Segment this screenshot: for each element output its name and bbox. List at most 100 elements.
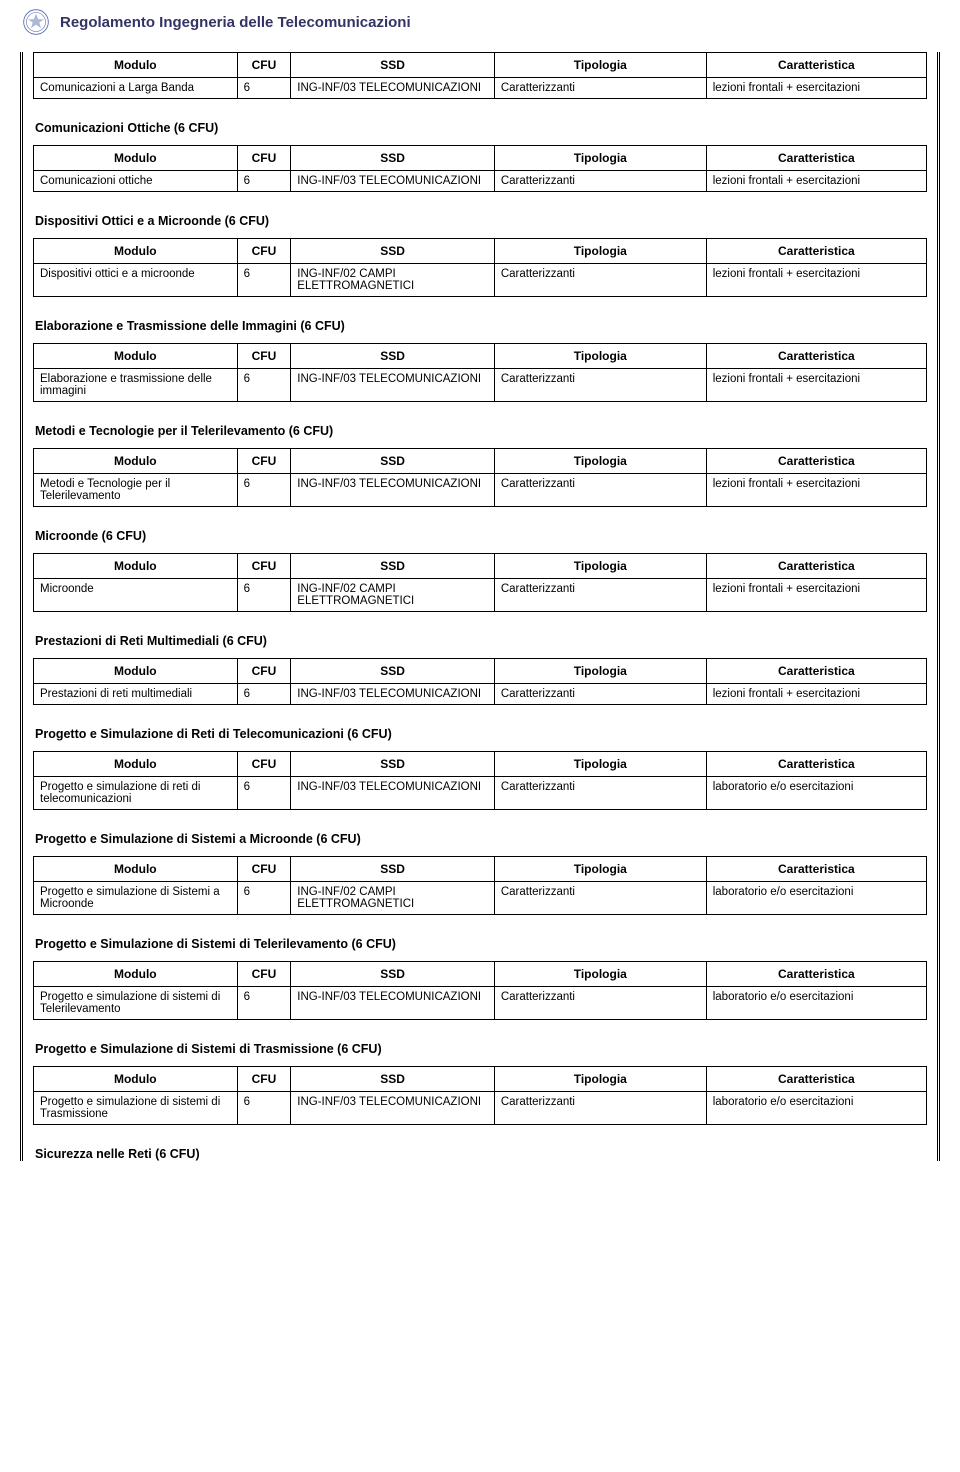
col-header-caratteristica: Caratteristica [706, 344, 926, 369]
col-header-cfu: CFU [237, 53, 291, 78]
cell-cfu: 6 [237, 579, 291, 612]
cell-ssd: ING-INF/02 CAMPI ELETTROMAGNETICI [291, 882, 495, 915]
col-header-tipologia: Tipologia [494, 344, 706, 369]
page-title: Regolamento Ingegneria delle Telecomunic… [60, 14, 411, 31]
col-header-tipologia: Tipologia [494, 554, 706, 579]
col-header-cfu: CFU [237, 752, 291, 777]
section-title: Progetto e Simulazione di Sistemi a Micr… [35, 832, 927, 846]
table-row: Comunicazioni a Larga Banda6ING-INF/03 T… [34, 78, 927, 99]
section-title: Progetto e Simulazione di Sistemi di Tra… [35, 1042, 927, 1056]
module-table: ModuloCFUSSDTipologiaCaratteristicaComun… [33, 145, 927, 192]
cell-modulo: Progetto e simulazione di sistemi di Tra… [34, 1092, 238, 1125]
cell-cfu: 6 [237, 987, 291, 1020]
cell-modulo: Metodi e Tecnologie per il Telerilevamen… [34, 474, 238, 507]
cell-caratteristica: laboratorio e/o esercitazioni [706, 1092, 926, 1125]
section-title: Metodi e Tecnologie per il Telerilevamen… [35, 424, 927, 438]
col-header-caratteristica: Caratteristica [706, 752, 926, 777]
cell-caratteristica: laboratorio e/o esercitazioni [706, 777, 926, 810]
cell-tipologia: Caratterizzanti [494, 369, 706, 402]
cell-caratteristica: lezioni frontali + esercitazioni [706, 264, 926, 297]
col-header-tipologia: Tipologia [494, 239, 706, 264]
cell-caratteristica: lezioni frontali + esercitazioni [706, 684, 926, 705]
col-header-caratteristica: Caratteristica [706, 146, 926, 171]
table-row: Comunicazioni ottiche6ING-INF/03 TELECOM… [34, 171, 927, 192]
cell-cfu: 6 [237, 777, 291, 810]
cell-caratteristica: lezioni frontali + esercitazioni [706, 171, 926, 192]
module-table: ModuloCFUSSDTipologiaCaratteristicaMetod… [33, 448, 927, 507]
cell-modulo: Progetto e simulazione di reti di teleco… [34, 777, 238, 810]
col-header-ssd: SSD [291, 146, 495, 171]
col-header-ssd: SSD [291, 449, 495, 474]
cell-modulo: Comunicazioni ottiche [34, 171, 238, 192]
table-header-row: ModuloCFUSSDTipologiaCaratteristica [34, 857, 927, 882]
cell-tipologia: Caratterizzanti [494, 1092, 706, 1125]
col-header-tipologia: Tipologia [494, 146, 706, 171]
cell-caratteristica: lezioni frontali + esercitazioni [706, 78, 926, 99]
cell-cfu: 6 [237, 1092, 291, 1125]
col-header-caratteristica: Caratteristica [706, 449, 926, 474]
table-header-row: ModuloCFUSSDTipologiaCaratteristica [34, 1067, 927, 1092]
col-header-modulo: Modulo [34, 1067, 238, 1092]
cell-cfu: 6 [237, 474, 291, 507]
cell-tipologia: Caratterizzanti [494, 882, 706, 915]
col-header-caratteristica: Caratteristica [706, 1067, 926, 1092]
table-row: Progetto e simulazione di reti di teleco… [34, 777, 927, 810]
cell-ssd: ING-INF/03 TELECOMUNICAZIONI [291, 369, 495, 402]
cell-tipologia: Caratterizzanti [494, 264, 706, 297]
table-row: Elaborazione e trasmissione delle immagi… [34, 369, 927, 402]
col-header-cfu: CFU [237, 962, 291, 987]
table-header-row: ModuloCFUSSDTipologiaCaratteristica [34, 449, 927, 474]
section-title: Microonde (6 CFU) [35, 529, 927, 543]
section-title: Prestazioni di Reti Multimediali (6 CFU) [35, 634, 927, 648]
col-header-ssd: SSD [291, 344, 495, 369]
col-header-ssd: SSD [291, 857, 495, 882]
col-header-ssd: SSD [291, 659, 495, 684]
cell-ssd: ING-INF/03 TELECOMUNICAZIONI [291, 777, 495, 810]
cell-tipologia: Caratterizzanti [494, 684, 706, 705]
col-header-ssd: SSD [291, 554, 495, 579]
module-table: ModuloCFUSSDTipologiaCaratteristicaComun… [33, 52, 927, 99]
cell-ssd: ING-INF/03 TELECOMUNICAZIONI [291, 684, 495, 705]
cell-tipologia: Caratterizzanti [494, 579, 706, 612]
section-title-last: Sicurezza nelle Reti (6 CFU) [35, 1147, 927, 1161]
cell-ssd: ING-INF/03 TELECOMUNICAZIONI [291, 987, 495, 1020]
module-table: ModuloCFUSSDTipologiaCaratteristicaElabo… [33, 343, 927, 402]
col-header-caratteristica: Caratteristica [706, 962, 926, 987]
table-header-row: ModuloCFUSSDTipologiaCaratteristica [34, 554, 927, 579]
cell-caratteristica: laboratorio e/o esercitazioni [706, 987, 926, 1020]
col-header-caratteristica: Caratteristica [706, 53, 926, 78]
section-title: Progetto e Simulazione di Sistemi di Tel… [35, 937, 927, 951]
page-header: Regolamento Ingegneria delle Telecomunic… [20, 0, 940, 48]
table-row: Progetto e simulazione di sistemi di Tel… [34, 987, 927, 1020]
cell-tipologia: Caratterizzanti [494, 777, 706, 810]
university-seal-icon [22, 8, 50, 36]
table-header-row: ModuloCFUSSDTipologiaCaratteristica [34, 53, 927, 78]
cell-caratteristica: laboratorio e/o esercitazioni [706, 882, 926, 915]
cell-caratteristica: lezioni frontali + esercitazioni [706, 369, 926, 402]
cell-cfu: 6 [237, 171, 291, 192]
cell-ssd: ING-INF/02 CAMPI ELETTROMAGNETICI [291, 264, 495, 297]
content-frame: ModuloCFUSSDTipologiaCaratteristicaComun… [20, 52, 940, 1161]
cell-ssd: ING-INF/03 TELECOMUNICAZIONI [291, 78, 495, 99]
table-row: Dispositivi ottici e a microonde6ING-INF… [34, 264, 927, 297]
section-title: Dispositivi Ottici e a Microonde (6 CFU) [35, 214, 927, 228]
cell-modulo: Elaborazione e trasmissione delle immagi… [34, 369, 238, 402]
col-header-modulo: Modulo [34, 344, 238, 369]
cell-cfu: 6 [237, 78, 291, 99]
module-table: ModuloCFUSSDTipologiaCaratteristicaProge… [33, 961, 927, 1020]
cell-caratteristica: lezioni frontali + esercitazioni [706, 579, 926, 612]
cell-tipologia: Caratterizzanti [494, 474, 706, 507]
table-header-row: ModuloCFUSSDTipologiaCaratteristica [34, 659, 927, 684]
col-header-modulo: Modulo [34, 659, 238, 684]
col-header-modulo: Modulo [34, 53, 238, 78]
col-header-ssd: SSD [291, 1067, 495, 1092]
module-table: ModuloCFUSSDTipologiaCaratteristicaPrest… [33, 658, 927, 705]
cell-cfu: 6 [237, 264, 291, 297]
col-header-ssd: SSD [291, 239, 495, 264]
module-table: ModuloCFUSSDTipologiaCaratteristicaMicro… [33, 553, 927, 612]
cell-modulo: Comunicazioni a Larga Banda [34, 78, 238, 99]
col-header-cfu: CFU [237, 1067, 291, 1092]
section-title: Progetto e Simulazione di Reti di Teleco… [35, 727, 927, 741]
section-title: Comunicazioni Ottiche (6 CFU) [35, 121, 927, 135]
cell-tipologia: Caratterizzanti [494, 987, 706, 1020]
